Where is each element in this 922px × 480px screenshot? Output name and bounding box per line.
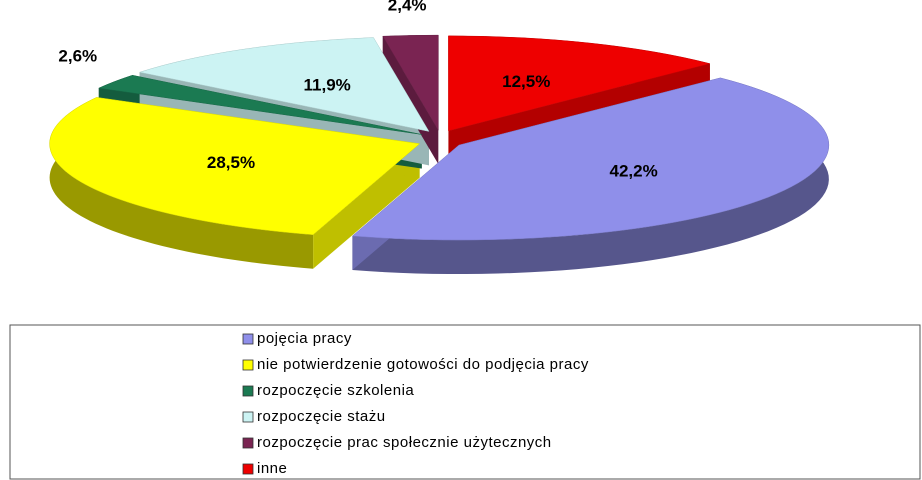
- legend-box: [9, 324, 921, 480]
- slice: [138, 37, 430, 132]
- legend-label: inne: [257, 460, 287, 477]
- data-label: 2,6%: [58, 47, 97, 66]
- slice-side: [49, 97, 314, 269]
- legend-swatch: [242, 437, 254, 449]
- data-label: 42,2%: [610, 161, 658, 180]
- legend-label: pojęcia pracy: [257, 330, 352, 347]
- data-label: 28,5%: [207, 153, 255, 172]
- slice-side: [352, 77, 829, 275]
- slice-side: [313, 143, 420, 269]
- legend-label: rozpoczęcie stażu: [257, 408, 386, 425]
- legend-swatch: [242, 359, 254, 371]
- slice: [382, 34, 439, 132]
- legend-label: rozpoczęcie prac społecznie użytecznych: [257, 434, 552, 451]
- slice: [351, 77, 830, 241]
- data-label: 2,4%: [388, 0, 427, 15]
- legend-label: rozpoczęcie szkolenia: [257, 382, 414, 399]
- tops: [49, 34, 830, 241]
- data-label: 11,9%: [304, 76, 351, 95]
- slice: [448, 35, 710, 132]
- legend-swatch: [242, 385, 254, 397]
- slice: [97, 74, 422, 135]
- legend-swatch: [242, 411, 254, 423]
- legend-label: nie potwierdzenie gotowości do podjęcia …: [257, 356, 589, 373]
- legend-swatch: [242, 333, 254, 345]
- legend-swatch: [242, 463, 254, 475]
- data-label: 12,5%: [502, 72, 550, 91]
- slice: [49, 97, 421, 235]
